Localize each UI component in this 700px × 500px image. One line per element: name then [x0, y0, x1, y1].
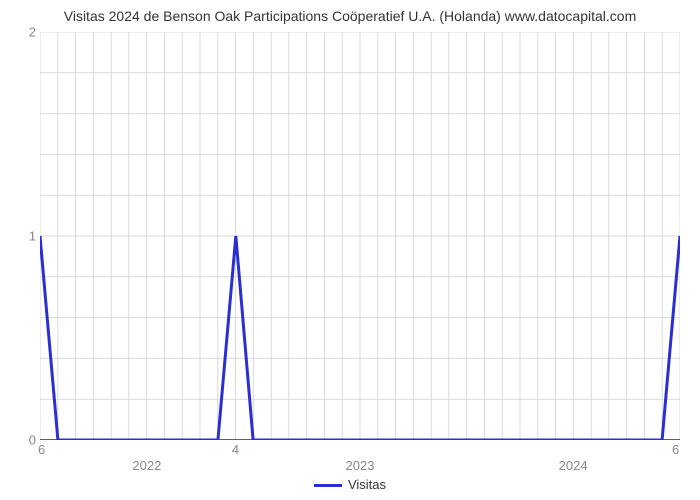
chart-legend: Visitas [0, 477, 700, 492]
chart-title: Visitas 2024 de Benson Oak Participation… [0, 8, 700, 24]
legend-swatch [314, 484, 342, 487]
axis-minor-label: 6 [38, 442, 45, 457]
axis-minor-label: 6 [672, 442, 679, 457]
y-axis-tick: 0 [29, 433, 36, 448]
chart-plot [40, 32, 680, 440]
x-axis-tick: 2023 [346, 458, 375, 473]
x-axis-tick: 2022 [132, 458, 161, 473]
x-axis-tick: 2024 [559, 458, 588, 473]
axis-minor-label: 4 [232, 442, 239, 457]
y-axis-tick: 2 [29, 25, 36, 40]
legend-label: Visitas [348, 477, 386, 492]
y-axis-tick: 1 [29, 229, 36, 244]
